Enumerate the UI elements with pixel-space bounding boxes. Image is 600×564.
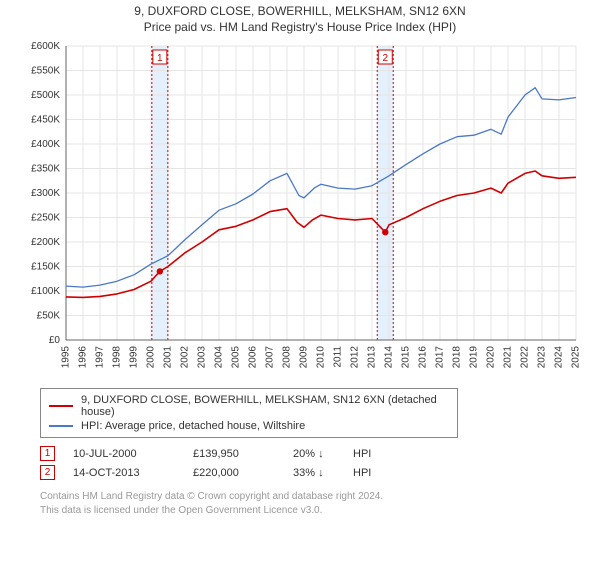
svg-text:£250K: £250K xyxy=(31,213,60,224)
chart-canvas: £0 £50K £100K £150K £200K £250K £300K £350K £400… xyxy=(20,40,580,380)
svg-text:£200K: £200K xyxy=(31,237,60,248)
svg-text:1996: 1996 xyxy=(78,346,89,369)
sale-markers: 1 10-JUL-2000 £139,950 20% ↓ HPI 2 14-OC… xyxy=(40,446,572,480)
svg-text:2025: 2025 xyxy=(571,346,580,369)
svg-text:£50K: £50K xyxy=(37,311,61,322)
svg-text:£300K: £300K xyxy=(31,188,60,199)
svg-text:2016: 2016 xyxy=(418,346,429,369)
svg-text:£350K: £350K xyxy=(31,164,60,175)
svg-text:2009: 2009 xyxy=(299,346,310,369)
svg-text:1998: 1998 xyxy=(112,346,123,369)
svg-text:£450K: £450K xyxy=(31,115,60,126)
svg-text:1997: 1997 xyxy=(95,346,106,369)
svg-text:2011: 2011 xyxy=(333,346,344,368)
svg-text:2023: 2023 xyxy=(537,346,548,369)
svg-text:2010: 2010 xyxy=(316,346,327,369)
footer: Contains HM Land Registry data © Crown c… xyxy=(40,490,572,518)
marker-date: 14-OCT-2013 xyxy=(73,467,193,479)
marker-vs: HPI xyxy=(353,467,371,479)
svg-text:2003: 2003 xyxy=(197,346,208,369)
svg-text:2005: 2005 xyxy=(231,346,242,369)
svg-text:2: 2 xyxy=(382,53,388,64)
legend-swatch xyxy=(49,425,73,427)
svg-text:1995: 1995 xyxy=(61,346,72,369)
svg-text:£400K: £400K xyxy=(31,139,60,150)
legend-item-subject: 9, DUXFORD CLOSE, BOWERHILL, MELKSHAM, S… xyxy=(49,393,449,419)
svg-text:2024: 2024 xyxy=(554,346,565,369)
svg-text:£500K: £500K xyxy=(31,90,60,101)
svg-text:2001: 2001 xyxy=(163,346,174,369)
legend-box: 9, DUXFORD CLOSE, BOWERHILL, MELKSHAM, S… xyxy=(40,388,458,438)
svg-text:2020: 2020 xyxy=(486,346,497,369)
marker-date: 10-JUL-2000 xyxy=(73,448,193,460)
svg-text:2018: 2018 xyxy=(452,346,463,369)
svg-text:1999: 1999 xyxy=(129,346,140,369)
svg-text:2007: 2007 xyxy=(265,346,276,369)
legend-swatch xyxy=(49,405,73,407)
sale-marker-row: 2 14-OCT-2013 £220,000 33% ↓ HPI xyxy=(40,465,572,480)
svg-text:2002: 2002 xyxy=(180,346,191,369)
svg-text:£100K: £100K xyxy=(31,286,60,297)
legend-item-hpi: HPI: Average price, detached house, Wilt… xyxy=(49,419,449,433)
marker-pct: 20% ↓ xyxy=(293,448,353,460)
svg-text:2014: 2014 xyxy=(384,346,395,369)
svg-text:2019: 2019 xyxy=(469,346,480,369)
svg-text:£0: £0 xyxy=(49,335,61,346)
marker-vs: HPI xyxy=(353,448,371,460)
svg-text:2008: 2008 xyxy=(282,346,293,369)
svg-text:2015: 2015 xyxy=(401,346,412,369)
footer-line: Contains HM Land Registry data © Crown c… xyxy=(40,490,572,504)
marker-pct: 33% ↓ xyxy=(293,467,353,479)
legend-label: HPI: Average price, detached house, Wilt… xyxy=(81,420,305,432)
svg-text:2012: 2012 xyxy=(350,346,361,369)
svg-text:2004: 2004 xyxy=(214,346,225,369)
svg-text:2006: 2006 xyxy=(248,346,259,369)
svg-text:2021: 2021 xyxy=(503,346,514,369)
svg-text:1: 1 xyxy=(157,53,163,64)
chart-title: 9, DUXFORD CLOSE, BOWERHILL, MELKSHAM, S… xyxy=(0,4,600,18)
svg-text:£550K: £550K xyxy=(31,66,60,77)
svg-text:£600K: £600K xyxy=(31,41,60,52)
marker-number-box: 2 xyxy=(40,465,55,480)
legend: 9, DUXFORD CLOSE, BOWERHILL, MELKSHAM, S… xyxy=(40,388,572,438)
sale-marker-row: 1 10-JUL-2000 £139,950 20% ↓ HPI xyxy=(40,446,572,461)
footer-line: This data is licensed under the Open Gov… xyxy=(40,504,572,518)
svg-text:2000: 2000 xyxy=(146,346,157,369)
marker-number-box: 1 xyxy=(40,446,55,461)
marker-price: £220,000 xyxy=(193,467,293,479)
legend-label: 9, DUXFORD CLOSE, BOWERHILL, MELKSHAM, S… xyxy=(81,394,449,418)
chart-subtitle: Price paid vs. HM Land Registry's House … xyxy=(0,20,600,34)
marker-price: £139,950 xyxy=(193,448,293,460)
svg-text:2013: 2013 xyxy=(367,346,378,369)
svg-text:2022: 2022 xyxy=(520,346,531,369)
svg-text:2017: 2017 xyxy=(435,346,446,369)
svg-text:£150K: £150K xyxy=(31,262,60,273)
